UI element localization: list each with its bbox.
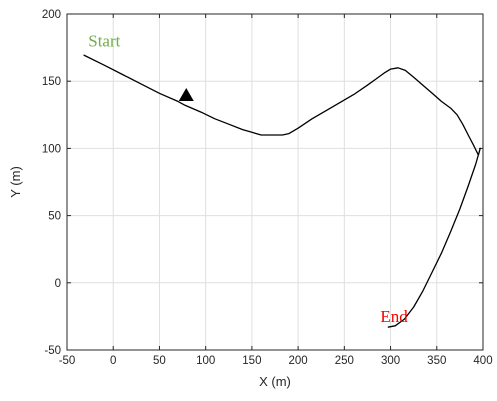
y-tick-label: 200: [42, 9, 61, 21]
x-tick-label: 400: [473, 355, 492, 367]
x-tick-label: 250: [335, 355, 354, 367]
x-tick-label: 200: [289, 355, 308, 367]
vehicle-triangle-marker: [178, 87, 194, 101]
x-tick-label: 0: [110, 355, 116, 367]
x-tick-label: 50: [153, 355, 166, 367]
grid-layer: [67, 14, 483, 350]
x-tick-label: 350: [427, 355, 446, 367]
x-tick-label: 300: [381, 355, 400, 367]
y-tick-label: 100: [42, 143, 61, 155]
end-annotation: End: [380, 307, 408, 326]
y-axis-ticks: -50 0 50 100 150 200: [42, 9, 483, 357]
x-tick-label: 150: [242, 355, 261, 367]
x-tick-label: -50: [59, 355, 76, 367]
y-axis-label: Y (m): [8, 166, 23, 198]
y-tick-label: 50: [48, 211, 61, 223]
start-annotation: Start: [88, 31, 120, 50]
x-tick-label: 100: [196, 355, 215, 367]
x-axis-label: X (m): [259, 374, 291, 389]
y-tick-label: 150: [42, 76, 61, 88]
trajectory-series-line: [83, 54, 481, 328]
axes-box: [66, 13, 484, 351]
y-tick-label: 0: [55, 278, 61, 290]
x-axis-ticks: -50 0 50 100 150 200 250 300 350 400: [59, 14, 493, 367]
y-tick-label: -50: [44, 345, 61, 357]
